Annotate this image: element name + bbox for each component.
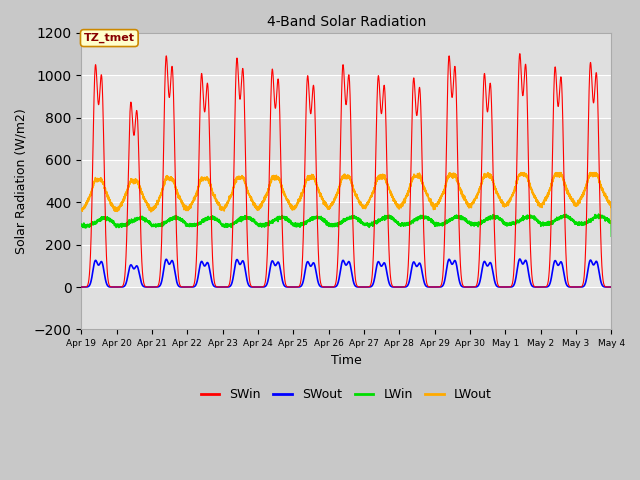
Bar (81, 287, 611, 329)
Bar (81, 203, 611, 245)
Text: TZ_tmet: TZ_tmet (84, 33, 135, 43)
Bar (81, 33, 611, 75)
Legend: SWin, SWout, LWin, LWout: SWin, SWout, LWin, LWout (196, 383, 497, 406)
Bar (81, 118, 611, 160)
Y-axis label: Solar Radiation (W/m2): Solar Radiation (W/m2) (15, 108, 28, 254)
Title: 4-Band Solar Radiation: 4-Band Solar Radiation (267, 15, 426, 29)
X-axis label: Time: Time (331, 354, 362, 367)
